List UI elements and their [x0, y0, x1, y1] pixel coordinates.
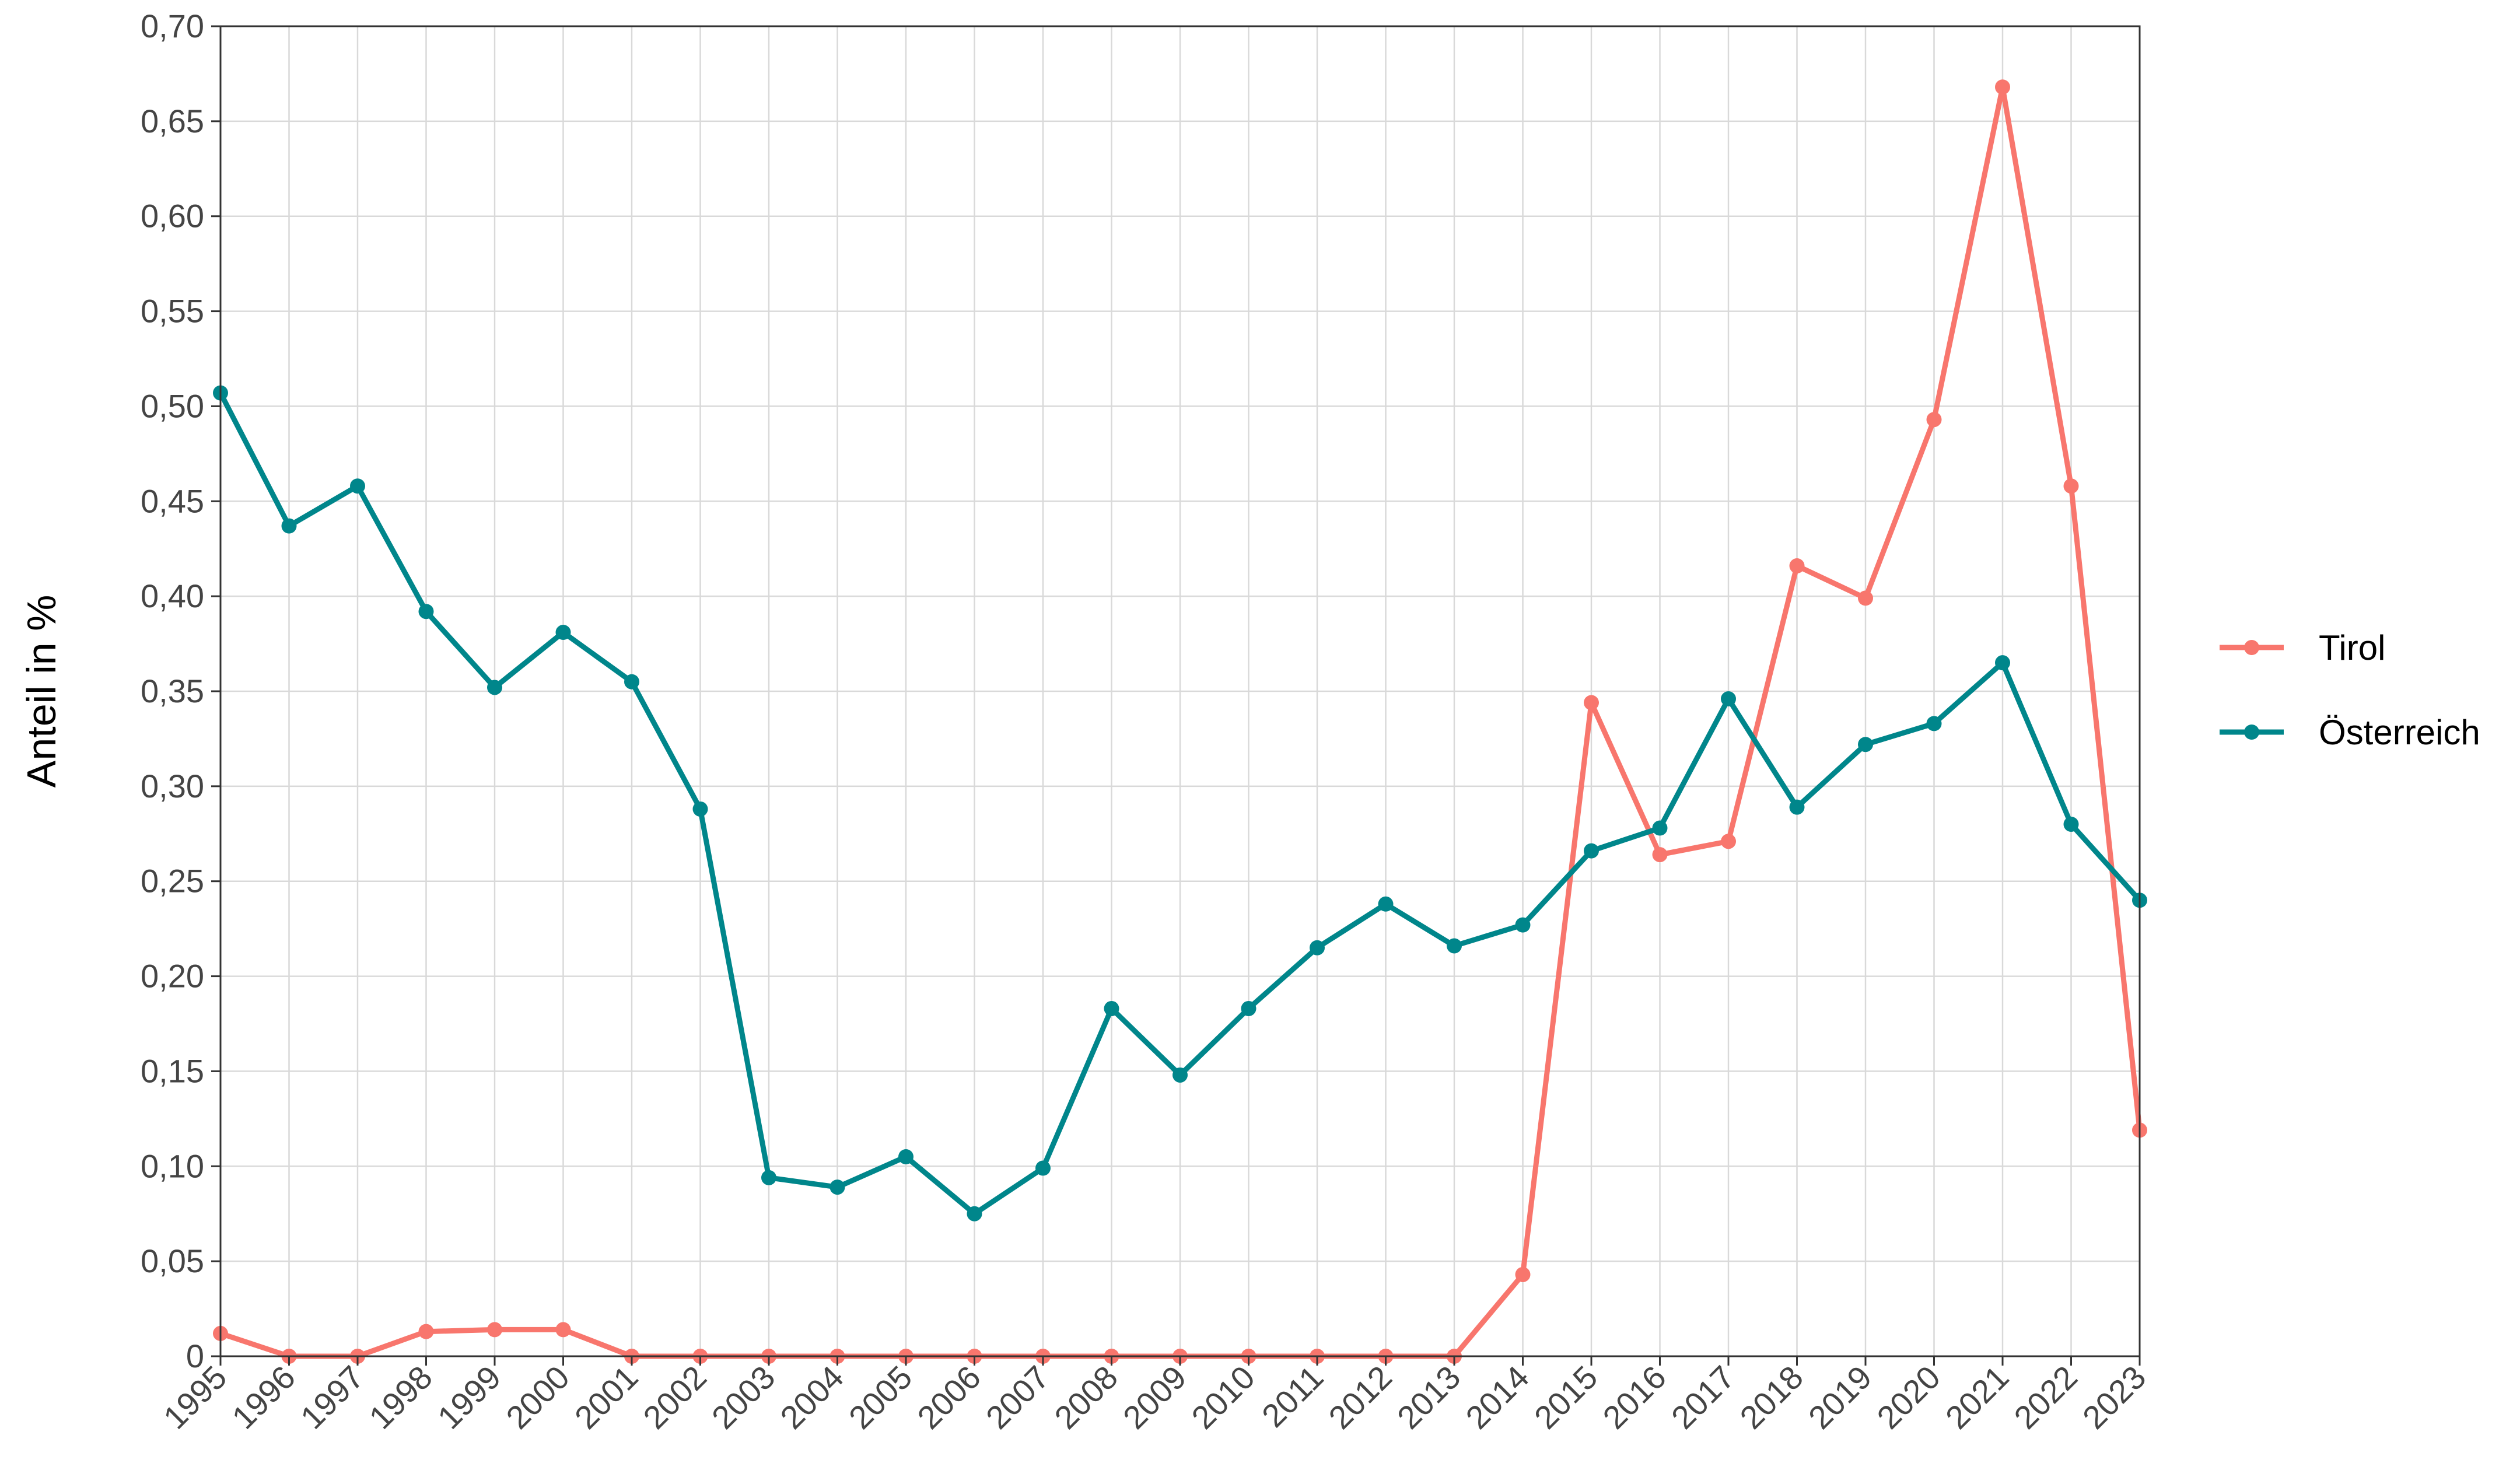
legend-key-point	[2244, 724, 2259, 740]
data-point	[830, 1180, 845, 1195]
y-tick-label: 0,20	[141, 958, 204, 995]
y-tick-label: 0,45	[141, 482, 204, 519]
data-point	[1789, 558, 1805, 574]
y-tick-label: 0,15	[141, 1052, 204, 1089]
legend: Tirol Österreich	[2220, 628, 2480, 752]
data-point	[555, 1322, 571, 1338]
y-tick-label: 0,30	[141, 768, 204, 804]
legend-label: Tirol	[2319, 628, 2385, 667]
series-1	[213, 385, 2147, 1222]
y-tick-label: 0,40	[141, 578, 204, 614]
data-point	[761, 1170, 776, 1185]
data-point	[1378, 896, 1394, 912]
data-point	[1584, 695, 1599, 710]
y-tick-label: 0,70	[141, 8, 204, 44]
data-point	[2063, 817, 2079, 832]
data-point	[555, 625, 571, 640]
y-tick-label: 0,50	[141, 387, 204, 424]
data-point	[1241, 1000, 1256, 1016]
data-point	[1515, 917, 1531, 933]
data-point	[350, 478, 365, 494]
data-point	[418, 604, 434, 620]
data-point	[418, 1324, 434, 1339]
y-tick-label: 0	[186, 1338, 204, 1374]
data-point	[1447, 938, 1462, 954]
data-point	[487, 680, 502, 695]
data-point	[692, 801, 708, 817]
data-point	[487, 1322, 502, 1338]
y-tick-label: 0,05	[141, 1242, 204, 1279]
data-point	[1172, 1067, 1188, 1083]
y-tick-label: 0,35	[141, 673, 204, 709]
data-point	[1584, 843, 1599, 859]
data-point	[1515, 1266, 1531, 1282]
data-point	[1995, 79, 2010, 95]
data-point	[1310, 940, 1325, 956]
data-point	[898, 1149, 914, 1164]
data-point	[1926, 716, 1942, 732]
y-tick-label: 0,55	[141, 293, 204, 330]
data-point	[1721, 834, 1736, 849]
data-point	[1721, 691, 1736, 707]
y-tick-label: 0,25	[141, 863, 204, 900]
data-point	[967, 1206, 982, 1222]
legend-key-point	[2244, 640, 2259, 655]
legend-item: Tirol	[2220, 628, 2385, 667]
grid-lines	[219, 25, 2141, 1357]
data-point	[1035, 1160, 1051, 1176]
data-point	[624, 674, 639, 690]
data-point	[1789, 799, 1805, 815]
data-point	[1652, 847, 1668, 863]
y-axis-title: Anteil in %	[19, 595, 64, 788]
y-tick-label: 0,60	[141, 198, 204, 235]
data-point	[2063, 478, 2079, 494]
data-point	[281, 518, 297, 534]
data-point	[1858, 737, 1873, 752]
data-point	[1995, 655, 2010, 671]
data-point	[1926, 412, 1942, 428]
data-point	[1652, 820, 1668, 836]
y-tick-label: 0,65	[141, 103, 204, 139]
data-point	[1858, 590, 1873, 606]
data-point	[1104, 1000, 1119, 1016]
y-tick-label: 0,10	[141, 1147, 204, 1184]
legend-item: Österreich	[2220, 713, 2480, 752]
legend-label: Österreich	[2319, 713, 2480, 752]
